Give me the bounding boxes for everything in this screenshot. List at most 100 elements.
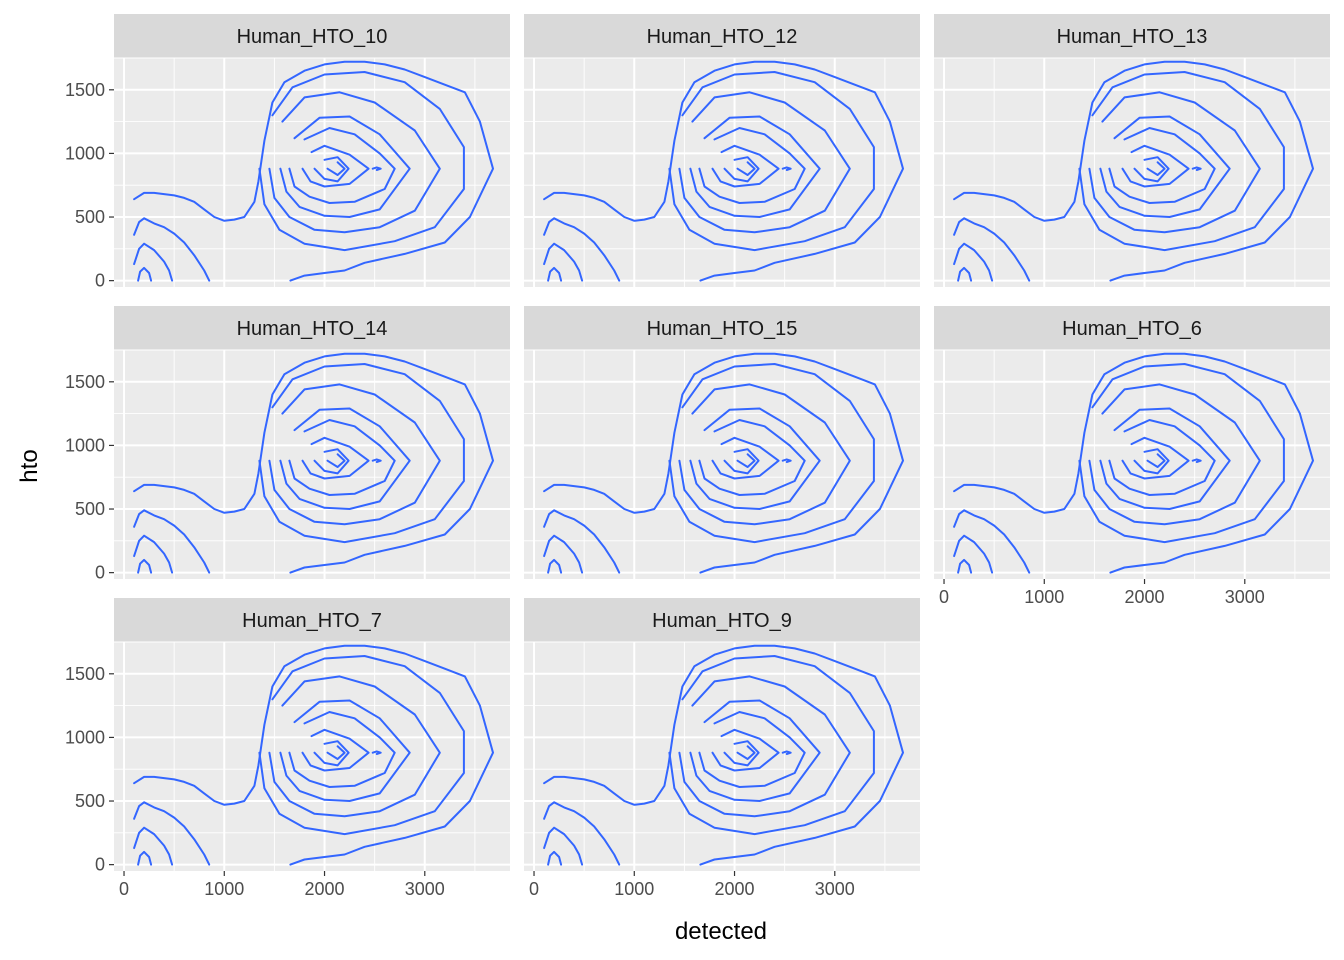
contour-line bbox=[543, 801, 621, 866]
facet-strip bbox=[114, 598, 510, 642]
contour-line bbox=[301, 144, 370, 188]
panel-background bbox=[114, 350, 510, 579]
x-tick-label: 3000 bbox=[405, 879, 445, 899]
contour-line bbox=[723, 448, 760, 475]
contour-line bbox=[736, 453, 756, 468]
contour-line bbox=[781, 750, 792, 755]
contour-line bbox=[301, 728, 370, 772]
contour-line bbox=[371, 750, 382, 755]
contour-line bbox=[953, 352, 1314, 574]
contour-line bbox=[543, 242, 584, 282]
contour-line bbox=[268, 383, 441, 526]
y-tick-label: 0 bbox=[95, 271, 105, 291]
contour-line bbox=[543, 60, 904, 282]
panel-background bbox=[934, 350, 1330, 579]
contour-line bbox=[1108, 127, 1216, 204]
contour-line bbox=[1191, 166, 1202, 171]
y-axis-title: hto bbox=[16, 449, 43, 482]
y-tick-label: 0 bbox=[95, 563, 105, 583]
contour-line bbox=[288, 127, 396, 204]
contour-line bbox=[137, 266, 153, 282]
contour-line bbox=[258, 71, 465, 252]
contour-line bbox=[313, 448, 350, 475]
contour-line bbox=[953, 534, 994, 574]
contour-line bbox=[1121, 436, 1190, 480]
x-axis-title: detected bbox=[675, 918, 767, 945]
contour-line bbox=[723, 156, 760, 183]
panel-background bbox=[114, 642, 510, 871]
contour-line bbox=[711, 144, 780, 188]
contour-line bbox=[258, 655, 465, 836]
x-tick-label: 2000 bbox=[305, 879, 345, 899]
contour-line bbox=[1121, 144, 1190, 188]
x-tick-label: 1000 bbox=[1024, 587, 1064, 607]
contour-line bbox=[1099, 407, 1231, 510]
contour-line bbox=[689, 407, 821, 510]
y-tick-label: 1000 bbox=[65, 143, 105, 163]
x-tick-label: 3000 bbox=[815, 879, 855, 899]
contour-line bbox=[953, 60, 1314, 282]
facet-panel: Human_HTO_10 0 500 1000 1500 bbox=[65, 14, 510, 291]
x-tick-label: 2000 bbox=[1125, 587, 1165, 607]
y-tick-label: 0 bbox=[95, 855, 105, 875]
facet-strip bbox=[524, 14, 920, 58]
contour-line bbox=[1191, 458, 1202, 463]
contour-line bbox=[723, 740, 760, 767]
contour-line bbox=[279, 115, 411, 218]
contour-line bbox=[133, 60, 494, 282]
facet-strip bbox=[934, 306, 1330, 350]
contour-line bbox=[1146, 161, 1166, 176]
y-tick-label: 1000 bbox=[65, 435, 105, 455]
contour-line bbox=[1146, 453, 1166, 468]
contour-line bbox=[279, 699, 411, 802]
panel-background bbox=[524, 58, 920, 287]
contour-line bbox=[326, 745, 346, 760]
facet-strip bbox=[114, 14, 510, 58]
contour-line bbox=[268, 91, 441, 234]
contour-line bbox=[137, 558, 153, 574]
contour-line bbox=[711, 436, 780, 480]
y-tick-label: 500 bbox=[75, 207, 105, 227]
x-tick-label: 0 bbox=[939, 587, 949, 607]
contour-line bbox=[258, 363, 465, 544]
y-tick-label: 1500 bbox=[65, 372, 105, 392]
y-tick-label: 500 bbox=[75, 499, 105, 519]
facet-strip bbox=[524, 306, 920, 350]
contour-line bbox=[543, 217, 621, 282]
contour-line bbox=[736, 745, 756, 760]
contour-line bbox=[698, 127, 806, 204]
facet-strip-label: Human_HTO_7 bbox=[242, 610, 382, 632]
facet-strip-label: Human_HTO_9 bbox=[652, 610, 792, 632]
contour-line bbox=[313, 740, 350, 767]
contour-line bbox=[371, 166, 382, 171]
facet-panel: Human_HTO_9 0 1000 2000 3000 bbox=[524, 598, 920, 899]
contour-line bbox=[953, 509, 1031, 574]
y-tick-label: 1000 bbox=[65, 727, 105, 747]
contour-line bbox=[711, 728, 780, 772]
facet-strip bbox=[114, 306, 510, 350]
facet-strip-label: Human_HTO_15 bbox=[647, 318, 798, 340]
facet-strip bbox=[524, 598, 920, 642]
contour-line bbox=[313, 156, 350, 183]
contour-line bbox=[543, 534, 584, 574]
facet-panel: Human_HTO_6 0 1000 2000 3000 bbox=[934, 306, 1330, 607]
contour-line bbox=[1088, 383, 1261, 526]
contour-line bbox=[547, 850, 563, 866]
contour-line bbox=[1133, 448, 1170, 475]
facet-panel: Human_HTO_13 bbox=[934, 14, 1330, 287]
contour-line bbox=[957, 558, 973, 574]
contour-line bbox=[547, 266, 563, 282]
contour-line bbox=[678, 383, 851, 526]
contour-line bbox=[133, 352, 494, 574]
facet-panel: Human_HTO_15 bbox=[524, 306, 920, 579]
contour-line bbox=[953, 217, 1031, 282]
contour-line bbox=[1108, 419, 1216, 496]
panel-background bbox=[114, 58, 510, 287]
contour-line bbox=[547, 558, 563, 574]
facet-strip-label: Human_HTO_14 bbox=[237, 318, 388, 340]
contour-line bbox=[543, 644, 904, 866]
contour-line bbox=[689, 699, 821, 802]
x-tick-label: 0 bbox=[529, 879, 539, 899]
facet-strip-label: Human_HTO_12 bbox=[647, 26, 798, 48]
contour-line bbox=[781, 166, 792, 171]
